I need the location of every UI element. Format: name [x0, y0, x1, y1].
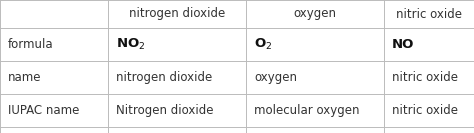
Text: name: name [8, 71, 42, 84]
Text: NO: NO [392, 38, 414, 51]
Text: formula: formula [8, 38, 54, 51]
Text: Nitrogen dioxide: Nitrogen dioxide [116, 104, 213, 117]
Text: nitrogen dioxide: nitrogen dioxide [116, 71, 212, 84]
Text: NO$_2$: NO$_2$ [116, 37, 146, 52]
Text: nitric oxide: nitric oxide [396, 7, 462, 20]
Text: nitric oxide: nitric oxide [392, 71, 458, 84]
Text: oxygen: oxygen [254, 71, 297, 84]
Text: nitrogen dioxide: nitrogen dioxide [129, 7, 225, 20]
Text: IUPAC name: IUPAC name [8, 104, 79, 117]
Text: molecular oxygen: molecular oxygen [254, 104, 359, 117]
Text: oxygen: oxygen [293, 7, 337, 20]
Text: nitric oxide: nitric oxide [392, 104, 458, 117]
Text: O$_2$: O$_2$ [254, 37, 272, 52]
